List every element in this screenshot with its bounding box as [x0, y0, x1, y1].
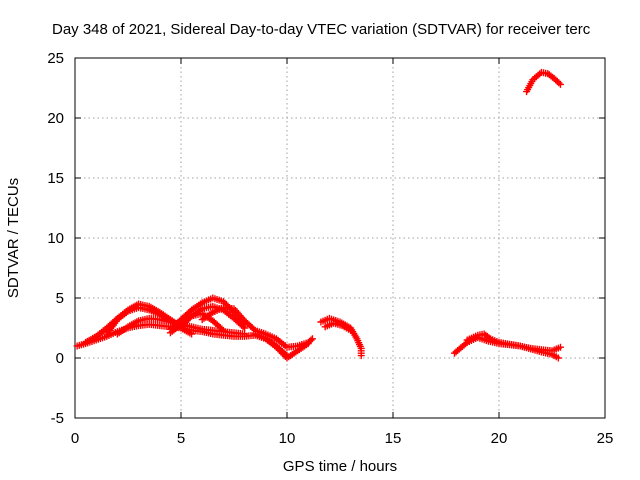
y-tick-label: 15 — [47, 170, 64, 187]
x-tick-label: 10 — [279, 430, 296, 447]
x-tick-label: 5 — [177, 430, 185, 447]
y-tick-label: 20 — [47, 110, 64, 127]
data-point — [218, 325, 226, 333]
data-point — [556, 80, 564, 88]
data-point — [241, 324, 249, 332]
x-tick-label: 20 — [491, 430, 508, 447]
data-point — [241, 330, 249, 338]
data-points — [73, 68, 564, 362]
data-point — [219, 326, 227, 334]
chart-title: Day 348 of 2021, Sidereal Day-to-day VTE… — [52, 21, 591, 38]
data-point — [239, 323, 247, 331]
data-point — [485, 334, 493, 342]
x-tick-label: 0 — [71, 430, 79, 447]
y-tick-label: 25 — [47, 50, 64, 67]
data-point — [308, 335, 316, 343]
y-tick-label: -5 — [51, 410, 64, 427]
data-point — [307, 336, 315, 344]
y-axis-label: SDTVAR / TECUs — [5, 178, 22, 298]
data-series — [463, 330, 562, 362]
data-point — [554, 354, 562, 362]
y-tick-label: 10 — [47, 230, 64, 247]
data-point — [250, 325, 258, 333]
data-point — [555, 79, 563, 87]
data-series — [198, 304, 316, 351]
x-tick-label: 25 — [597, 430, 614, 447]
data-point — [304, 340, 312, 348]
axis-ticks: 0 5 10 15 20 25 -5 0 5 10 15 20 25 — [47, 50, 613, 447]
data-series — [166, 310, 227, 337]
data-series — [321, 319, 355, 334]
y-tick-label: 5 — [56, 290, 64, 307]
data-point — [357, 352, 365, 360]
grid — [75, 58, 605, 418]
data-series — [317, 314, 365, 360]
data-series — [523, 68, 564, 96]
x-tick-label: 15 — [385, 430, 402, 447]
data-point — [347, 326, 355, 334]
y-tick-label: 0 — [56, 350, 64, 367]
data-point — [556, 343, 564, 351]
data-series — [251, 330, 312, 362]
data-point — [462, 340, 470, 348]
x-axis-label: GPS time / hours — [283, 458, 397, 475]
plot-frame — [74, 57, 606, 419]
data-point — [188, 330, 196, 338]
